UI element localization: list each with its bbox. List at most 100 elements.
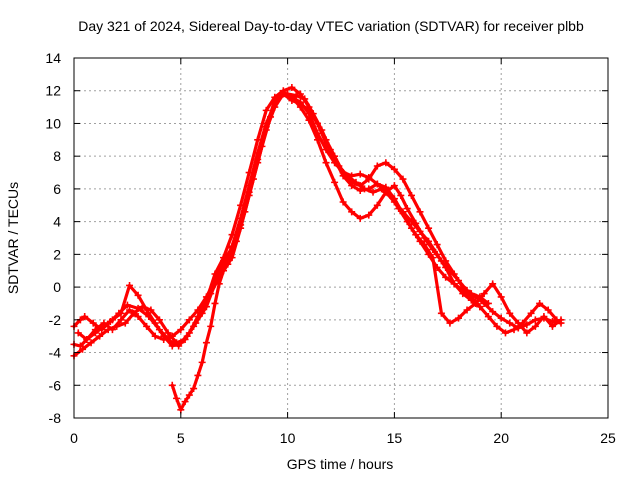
x-tick-label: 0 xyxy=(70,430,78,446)
y-tick-label: 12 xyxy=(45,83,61,99)
data-point xyxy=(185,316,193,324)
y-tick-label: 6 xyxy=(53,181,61,197)
y-axis-label: SDTVAR / TECUs xyxy=(5,182,21,294)
data-point xyxy=(202,293,210,301)
data-point xyxy=(497,293,505,301)
data-point xyxy=(228,244,236,252)
data-point xyxy=(467,290,475,298)
chart-title: Day 321 of 2024, Sidereal Day-to-day VTE… xyxy=(78,18,584,34)
x-tick-label: 10 xyxy=(280,430,296,446)
data-point xyxy=(548,322,556,330)
data-point xyxy=(433,241,441,249)
data-point xyxy=(279,88,287,96)
data-point xyxy=(331,159,339,167)
data-point xyxy=(81,313,89,321)
data-point xyxy=(296,98,304,106)
data-series-group xyxy=(70,83,565,414)
data-point xyxy=(147,306,155,314)
data-point xyxy=(493,322,501,330)
data-point xyxy=(348,172,356,180)
data-point xyxy=(288,93,296,101)
data-point xyxy=(207,322,215,330)
data-point xyxy=(245,169,253,177)
data-point xyxy=(83,335,91,343)
axis-ticks xyxy=(73,57,609,419)
data-point xyxy=(331,178,339,186)
data-point xyxy=(202,339,210,347)
data-point xyxy=(79,345,87,353)
data-point xyxy=(437,309,445,317)
data-point xyxy=(531,322,539,330)
data-point xyxy=(121,319,129,327)
data-point xyxy=(450,270,458,278)
data-point xyxy=(356,170,364,178)
data-point xyxy=(339,169,347,177)
data-series-track-5 xyxy=(76,90,482,342)
data-point xyxy=(117,316,125,324)
data-point xyxy=(198,309,206,317)
data-point xyxy=(540,313,548,321)
data-point xyxy=(117,309,125,317)
data-point xyxy=(237,201,245,209)
y-tick-label: -2 xyxy=(49,312,62,328)
data-point xyxy=(459,290,467,298)
data-point xyxy=(190,385,198,393)
data-point xyxy=(155,316,163,324)
data-point xyxy=(442,273,450,281)
data-point xyxy=(399,208,407,216)
data-point xyxy=(339,198,347,206)
data-point xyxy=(173,339,181,347)
data-point xyxy=(442,263,450,271)
data-point xyxy=(91,326,99,334)
data-point xyxy=(527,309,535,317)
data-point xyxy=(185,391,193,399)
data-point xyxy=(237,221,245,229)
data-point xyxy=(531,316,539,324)
data-point xyxy=(489,280,497,288)
y-tick-label: -6 xyxy=(49,377,62,393)
data-point xyxy=(365,211,373,219)
data-point xyxy=(190,322,198,330)
data-point xyxy=(425,224,433,232)
y-tick-label: 8 xyxy=(53,148,61,164)
data-point xyxy=(228,231,236,239)
y-tick-label: 10 xyxy=(45,115,61,131)
data-point xyxy=(134,313,142,321)
data-point xyxy=(356,182,364,190)
data-series-track-4 xyxy=(170,92,490,412)
x-tick-labels: 0 5 10 15 20 25 xyxy=(70,430,616,446)
y-tick-label: -8 xyxy=(49,410,62,426)
y-tick-label: 14 xyxy=(45,50,61,66)
data-point xyxy=(476,303,484,311)
data-point xyxy=(429,254,437,262)
data-point xyxy=(322,159,330,167)
data-point xyxy=(181,398,189,406)
data-point xyxy=(459,283,467,291)
data-point xyxy=(506,309,514,317)
data-point xyxy=(100,319,108,327)
data-point xyxy=(301,95,309,103)
data-point xyxy=(87,339,95,347)
data-point xyxy=(442,257,450,265)
data-point xyxy=(365,173,373,181)
data-point xyxy=(420,241,428,249)
data-point xyxy=(382,159,390,167)
data-point xyxy=(331,152,339,160)
data-point xyxy=(305,110,313,118)
data-point xyxy=(164,329,172,337)
data-point xyxy=(369,188,377,196)
data-point xyxy=(544,306,552,314)
data-point xyxy=(412,231,420,239)
data-point xyxy=(489,308,497,316)
data-point xyxy=(322,136,330,144)
data-point xyxy=(168,332,176,340)
data-point xyxy=(403,205,411,213)
data-point xyxy=(228,254,236,262)
data-point xyxy=(168,342,176,350)
data-point xyxy=(506,319,514,327)
data-point xyxy=(454,314,462,322)
data-point xyxy=(497,314,505,322)
data-point xyxy=(480,290,488,298)
data-point xyxy=(211,277,219,285)
